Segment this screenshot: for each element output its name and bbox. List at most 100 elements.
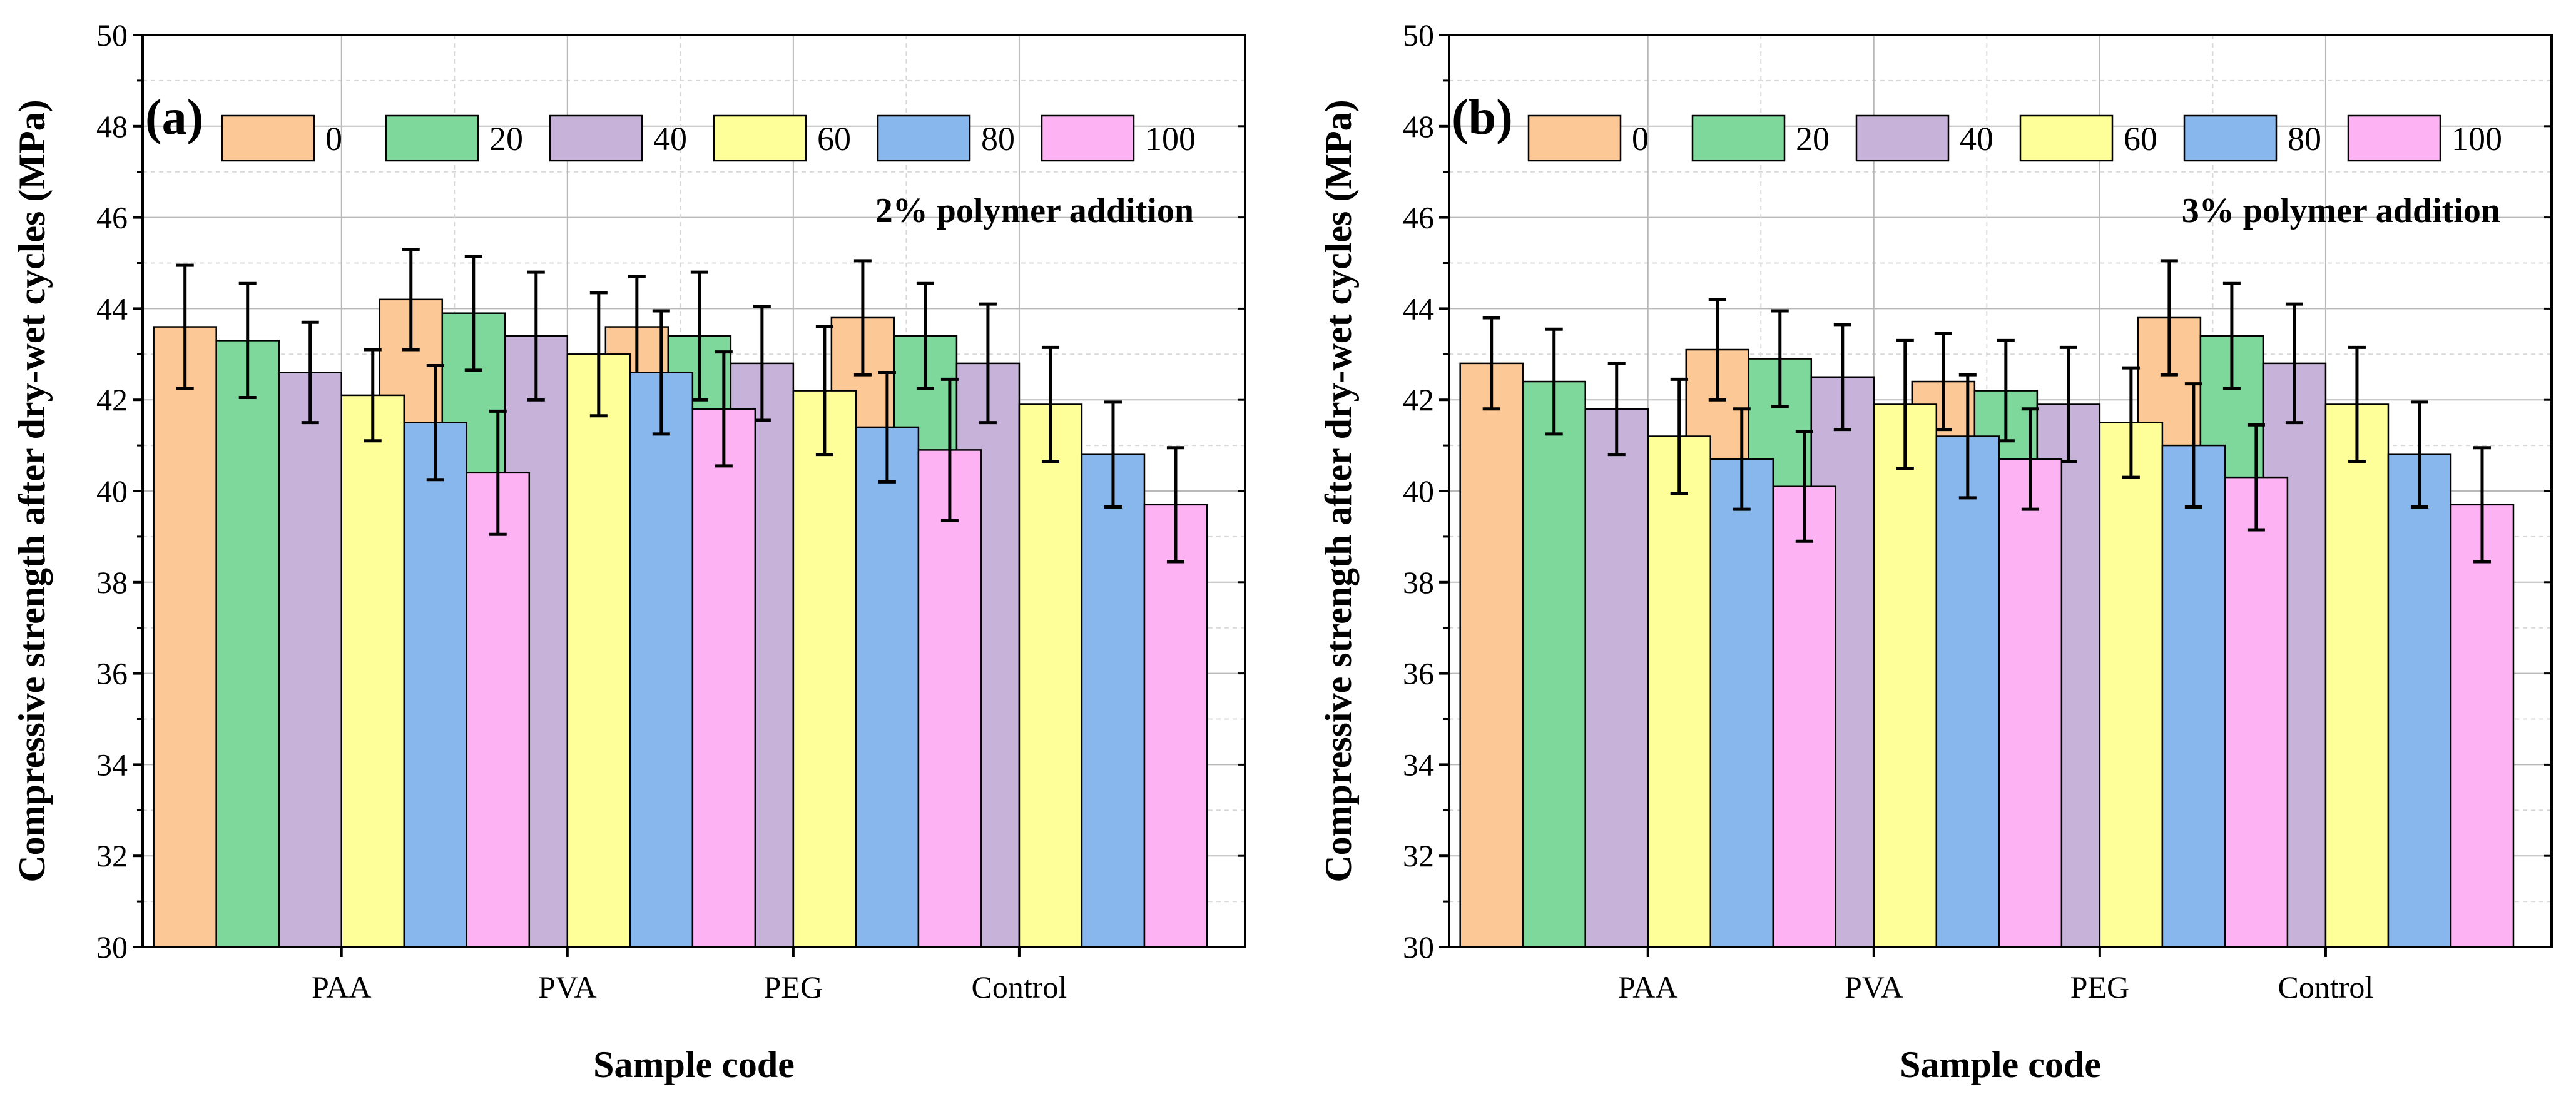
legend-swatch-20 [385, 114, 479, 162]
bar-pva-100 [1998, 458, 2063, 948]
error-bar-peg-100 [940, 377, 959, 522]
error-bar-pva-100 [2021, 407, 2039, 511]
error-bar-control-100 [1166, 446, 1184, 564]
y-tick-label: 32 [1403, 838, 1434, 873]
error-bar-pva-80 [652, 309, 670, 436]
error-bar-peg-80 [878, 370, 896, 484]
error-bar-paa-0 [1482, 316, 1500, 411]
bar-peg-100 [917, 449, 982, 948]
bar-pva-60 [566, 353, 631, 948]
error-bar-paa-60 [1670, 377, 1688, 495]
bar-control-80 [1081, 453, 1146, 948]
bar-control-100 [2450, 504, 2515, 948]
error-bar-pva-60 [1896, 338, 1914, 470]
bar-paa-100 [466, 472, 531, 948]
y-tick-label: 46 [1403, 200, 1434, 235]
legend-label-80: 80 [981, 120, 1015, 158]
error-bar-pva-20 [464, 255, 482, 372]
error-bar-peg-40 [753, 305, 771, 422]
legend-swatch-60 [713, 114, 807, 162]
legend-label-0: 0 [1632, 120, 1649, 158]
series-100 [466, 350, 1208, 948]
x-tick-label-peg: PEG [2070, 970, 2129, 1005]
bar-paa-60 [1647, 435, 1712, 948]
legend-swatch-60 [2019, 114, 2114, 162]
bar-control-60 [1018, 403, 1083, 948]
bar-peg-80 [855, 426, 920, 948]
y-axis: 30 32 34 36 38 40 42 44 46 48 50 [1403, 18, 2552, 965]
bar-paa-0 [153, 326, 217, 948]
legend-swatch-40 [549, 114, 643, 162]
bar-peg-60 [2099, 422, 2164, 948]
error-bar-pva-40 [1833, 323, 1851, 432]
legend-label-40: 40 [1960, 120, 1993, 158]
x-tick-label-control: Control [972, 970, 1067, 1005]
error-bar-control-60 [2348, 345, 2366, 463]
bar-paa-40 [278, 372, 342, 948]
error-bar-peg-80 [2184, 382, 2202, 509]
legend-label-20: 20 [489, 120, 523, 158]
legend-swatch-80 [2183, 114, 2278, 162]
panel-label: (b) [1452, 90, 1513, 145]
x-tick-label-paa: PAA [312, 970, 371, 1005]
legend-label-60: 60 [2124, 120, 2157, 158]
error-bar-control-100 [2473, 446, 2491, 564]
error-bar-peg-100 [2247, 423, 2265, 532]
legend: 0 20 40 60 80 100 [1527, 114, 2502, 162]
legend-swatch-40 [1855, 114, 1950, 162]
x-axis-title: Sample code [593, 1044, 795, 1085]
panel-label: (a) [145, 90, 203, 145]
y-tick-label: 42 [96, 382, 128, 417]
y-tick-label: 50 [1403, 18, 1434, 53]
bar-paa-80 [1709, 458, 1774, 948]
y-tick-label: 46 [96, 200, 128, 235]
annotation-text: 3% polymer addition [2182, 191, 2500, 230]
error-bar-peg-40 [2059, 345, 2077, 463]
error-bar-peg-20 [690, 270, 708, 402]
bar-control-60 [2324, 403, 2390, 948]
x-tick-label-paa: PAA [1618, 970, 1677, 1005]
bar-pva-80 [1935, 435, 2000, 948]
legend-label-60: 60 [817, 120, 851, 158]
error-bar-peg-20 [1997, 338, 2015, 443]
y-tick-label: 30 [96, 929, 128, 965]
y-tick-label: 50 [96, 18, 128, 53]
x-tick-label-peg: PEG [764, 970, 823, 1005]
error-bar-control-0 [853, 259, 872, 377]
error-bar-pva-100 [715, 350, 733, 468]
error-bar-paa-40 [301, 320, 319, 425]
error-bar-paa-60 [364, 348, 382, 443]
legend-label-40: 40 [653, 120, 687, 158]
y-tick-label: 48 [1403, 109, 1434, 144]
error-bar-control-80 [1104, 400, 1122, 509]
error-bar-control-20 [2222, 281, 2241, 390]
series-60 [1647, 338, 2390, 948]
y-tick-label: 38 [96, 565, 128, 600]
error-bar-control-0 [2160, 259, 2178, 377]
error-bar-peg-0 [1934, 332, 1952, 432]
error-bar-paa-0 [176, 263, 194, 390]
bar-pva-80 [629, 372, 694, 948]
annotation-text: 2% polymer addition [875, 191, 1194, 230]
error-bar-control-40 [979, 302, 997, 425]
legend-swatch-100 [1041, 114, 1135, 162]
error-bar-paa-80 [426, 364, 444, 482]
bar-paa-40 [1584, 408, 1649, 948]
error-bar-paa-20 [1545, 327, 1563, 436]
y-tick-label: 48 [96, 109, 128, 144]
y-tick-label: 40 [1403, 473, 1434, 509]
bar-pva-100 [691, 408, 756, 948]
error-bar-paa-20 [238, 281, 257, 400]
y-tick-label: 34 [1403, 747, 1434, 782]
legend-swatch-0 [1527, 114, 1622, 162]
bar-peg-100 [2224, 476, 2289, 948]
x-tick-label-pva: PVA [1845, 970, 1903, 1005]
legend-swatch-100 [2347, 114, 2441, 162]
series-80 [1709, 373, 2452, 948]
x-tick-label-pva: PVA [538, 970, 597, 1005]
bar-peg-80 [2161, 444, 2226, 948]
legend-label-100: 100 [2451, 120, 2502, 158]
legend-label-100: 100 [1145, 120, 1196, 158]
chart-panel-0: 30 32 34 36 38 40 42 44 46 48 50 PAA PVA PEG Control Sa… [11, 18, 1246, 1085]
legend-swatch-0 [221, 114, 315, 162]
